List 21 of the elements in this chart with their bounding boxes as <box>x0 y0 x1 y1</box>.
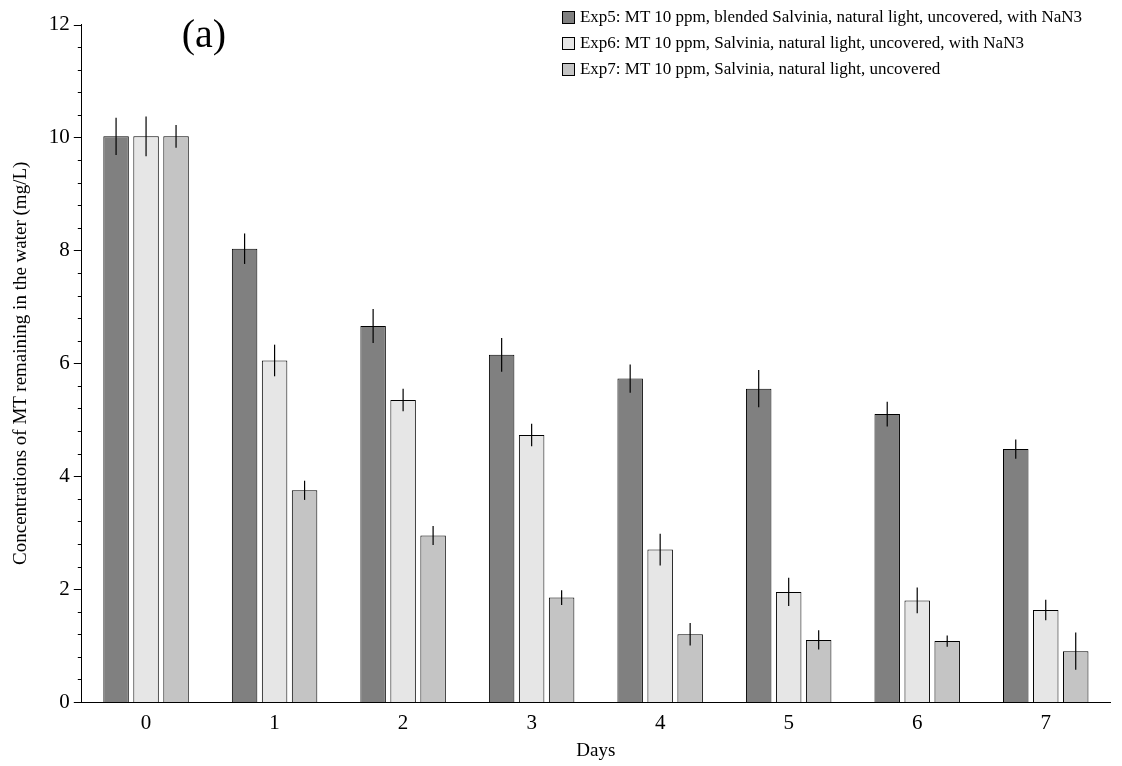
y-tick-label: 2 <box>59 575 70 600</box>
x-axis-title: Days <box>576 738 616 760</box>
x-tick-label: 2 <box>397 710 409 735</box>
legend-label: Exp6: MT 10 ppm, Salvinia, natural light, uncovered, with NaN3 <box>579 32 1024 54</box>
y-tick-label: 4 <box>59 462 71 487</box>
x-tick-label: 1 <box>269 710 280 735</box>
y-tick-label: 12 <box>48 11 70 36</box>
x-tick-label: 3 <box>526 710 537 735</box>
x-tick-label: 7 <box>1040 710 1051 735</box>
y-tick-label: 8 <box>59 236 70 261</box>
x-tick-label: 0 <box>140 710 152 735</box>
y-tick-label: 10 <box>48 124 70 149</box>
y-tick-label: 0 <box>59 688 70 713</box>
legend-label: Exp7: MT 10 ppm, Salvinia, natural light, uncovered <box>579 58 941 80</box>
y-tick-label: 6 <box>59 349 70 374</box>
x-tick-label: 6 <box>911 710 923 735</box>
x-tick-label: 4 <box>654 710 666 735</box>
annotation: (a) <box>181 11 227 57</box>
x-tick-label: 5 <box>783 710 794 735</box>
y-axis-title: Concentrations of MT remaining in the water (mg/L) <box>9 161 32 565</box>
legend-label: Exp5: MT 10 ppm, blended Salvinia, natural light, uncovered, with NaN3 <box>579 6 1082 28</box>
